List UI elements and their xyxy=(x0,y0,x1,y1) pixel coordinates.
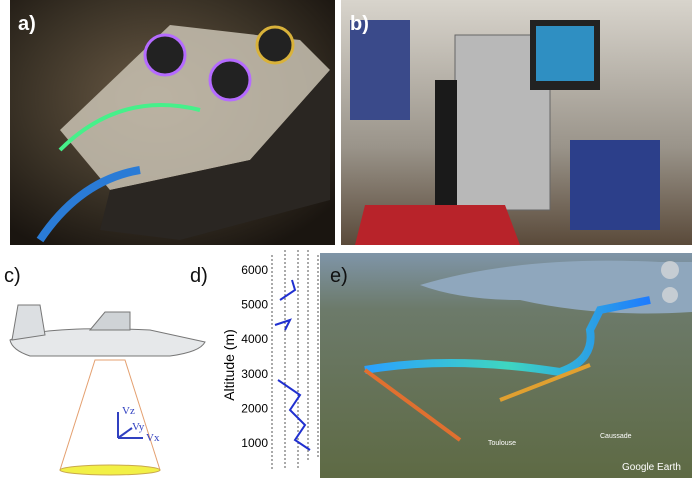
beam xyxy=(59,359,161,471)
coil xyxy=(143,33,187,77)
panel-a: a) xyxy=(10,0,335,245)
wind-profile xyxy=(274,279,311,451)
seat xyxy=(570,140,660,230)
coil xyxy=(255,25,295,65)
floor-mat xyxy=(355,205,520,245)
panel-label: b) xyxy=(350,13,369,35)
screen xyxy=(536,26,594,81)
flight-track xyxy=(363,368,462,442)
panel-label: c) xyxy=(4,265,21,287)
panel-d: d) Altitude (m) 1000 2000 3000 4000 5000 6000 xyxy=(190,250,319,470)
panel-e: e) Toulouse Caussade Google Earth xyxy=(320,253,692,478)
panel-label: a) xyxy=(18,13,36,35)
tick-label: 4000 xyxy=(241,332,268,346)
panel-label: e) xyxy=(330,265,348,287)
axis-label: Vz xyxy=(122,405,135,417)
credit: Google Earth xyxy=(622,462,681,473)
flight-track xyxy=(499,363,591,402)
tick-label: 1000 xyxy=(241,436,268,450)
map-control xyxy=(662,287,678,303)
axis-label: Vx xyxy=(146,432,160,444)
seat xyxy=(350,20,410,120)
place-name: Caussade xyxy=(600,433,632,440)
box xyxy=(100,70,330,240)
tick-label: 3000 xyxy=(241,367,268,381)
flight-track xyxy=(364,296,651,377)
sea xyxy=(420,260,692,314)
place-name: Toulouse xyxy=(488,440,516,447)
wing xyxy=(88,311,131,331)
tick-label: 2000 xyxy=(241,401,268,415)
aircraft xyxy=(9,328,206,357)
axis-label: Vy xyxy=(132,421,145,433)
axis-title: Altitude (m) xyxy=(221,329,237,401)
tick-label: 6000 xyxy=(241,263,268,277)
panel-label: d) xyxy=(190,265,208,287)
tail xyxy=(11,304,46,341)
map-control xyxy=(661,261,679,279)
instrument xyxy=(435,80,457,210)
coil xyxy=(208,58,252,102)
axis-arrow xyxy=(117,427,133,439)
panel-b: b) xyxy=(341,0,692,245)
cable xyxy=(36,166,141,243)
fiber xyxy=(58,103,201,152)
panel-c: c) Vz Vy Vx xyxy=(4,265,206,476)
profile-frame xyxy=(271,250,319,470)
tick-label: 5000 xyxy=(241,298,268,312)
footprint xyxy=(59,464,161,476)
